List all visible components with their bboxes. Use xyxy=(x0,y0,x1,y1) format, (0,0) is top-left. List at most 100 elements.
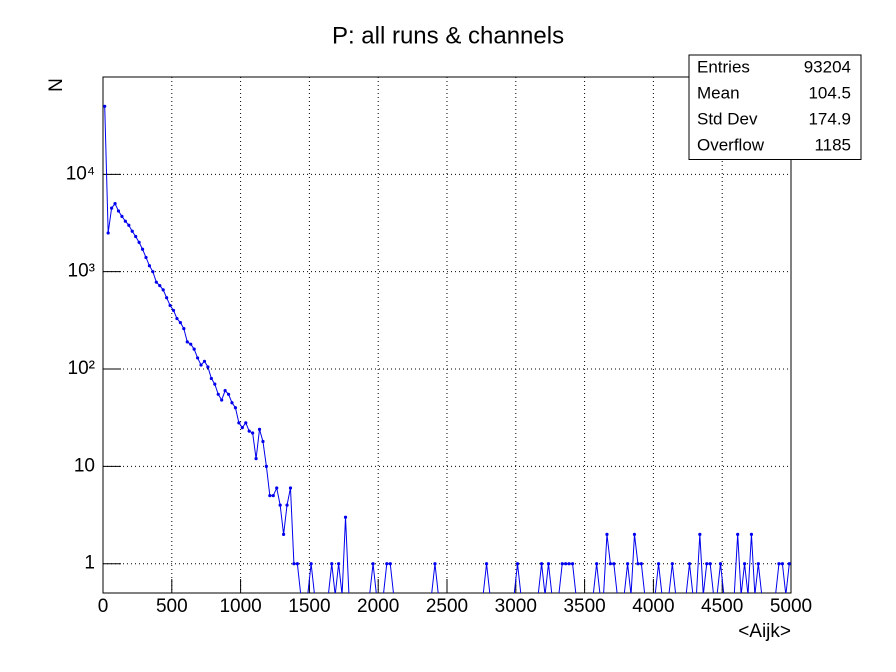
data-point xyxy=(546,562,551,566)
data-point xyxy=(742,562,747,566)
x-tick-label: 0 xyxy=(98,596,109,617)
data-point xyxy=(123,219,127,223)
data-point xyxy=(247,429,251,433)
data-point xyxy=(134,234,138,239)
x-tick-label: 500 xyxy=(156,596,188,617)
data-point xyxy=(484,562,489,566)
x-tick-label: 1500 xyxy=(288,596,330,617)
stats-value: 1185 xyxy=(814,135,851,154)
x-tick-label: 3000 xyxy=(495,596,537,617)
stats-value: 104.5 xyxy=(808,83,851,102)
data-point xyxy=(110,206,114,210)
data-point xyxy=(608,562,613,566)
data-point xyxy=(698,532,702,536)
y-tick-label: 10 xyxy=(74,455,95,476)
data-point xyxy=(777,562,781,566)
data-point xyxy=(130,229,134,233)
data-point xyxy=(749,532,754,536)
data-point xyxy=(564,562,568,566)
data-point xyxy=(182,327,186,331)
data-point xyxy=(220,398,224,402)
data-point xyxy=(330,562,334,566)
data-point xyxy=(295,562,299,566)
data-point xyxy=(154,280,158,284)
data-point xyxy=(103,104,107,108)
y-tick-label: 10² xyxy=(68,358,95,379)
data-point xyxy=(756,562,760,566)
stats-value: 174.9 xyxy=(808,109,851,128)
data-point xyxy=(216,392,220,396)
x-tick-label: 4500 xyxy=(701,596,743,617)
data-point xyxy=(189,342,193,346)
data-point xyxy=(106,231,110,235)
data-point xyxy=(264,464,268,468)
data-point xyxy=(570,562,575,566)
data-point xyxy=(595,562,599,566)
data-point xyxy=(388,562,392,566)
data-point xyxy=(168,303,172,308)
data-point xyxy=(199,363,203,367)
data-point xyxy=(639,562,643,566)
stats-value: 93204 xyxy=(804,57,851,76)
data-point xyxy=(560,562,564,566)
y-axis-label: N xyxy=(46,78,67,92)
data-point xyxy=(275,486,279,490)
data-point xyxy=(144,255,148,260)
data-point xyxy=(251,431,255,435)
data-point xyxy=(223,389,227,393)
data-point xyxy=(780,562,785,566)
y-tick-label: 10³ xyxy=(68,261,95,282)
data-point xyxy=(309,562,313,566)
data-point xyxy=(158,283,162,288)
x-tick-label: 5000 xyxy=(770,596,812,617)
x-tick-label: 4000 xyxy=(632,596,674,617)
data-point xyxy=(137,240,141,244)
data-point xyxy=(178,320,182,325)
stats-label: Overflow xyxy=(697,135,765,154)
data-point xyxy=(371,562,375,566)
stats-label: Std Dev xyxy=(697,109,758,128)
data-point xyxy=(632,532,637,536)
data-point xyxy=(385,562,389,566)
data-point xyxy=(282,532,286,536)
data-point xyxy=(254,457,258,461)
data-point xyxy=(257,427,262,431)
data-point xyxy=(271,494,275,498)
stats-box xyxy=(688,54,862,160)
data-point xyxy=(151,270,155,274)
data-point xyxy=(433,562,437,566)
y-tick-label: 1 xyxy=(84,553,95,574)
data-point xyxy=(165,296,169,300)
data-point xyxy=(185,340,189,344)
data-point xyxy=(116,209,121,213)
data-point xyxy=(120,214,124,218)
data-point xyxy=(196,356,200,360)
y-tick-label: 10⁴ xyxy=(66,163,95,184)
data-point xyxy=(540,562,544,566)
data-point xyxy=(656,562,661,566)
data-point xyxy=(605,532,609,536)
data-point xyxy=(175,316,179,321)
data-point xyxy=(612,562,616,566)
data-point xyxy=(237,421,241,425)
data-point xyxy=(244,421,248,425)
plot-frame xyxy=(102,76,792,594)
data-point xyxy=(736,532,740,536)
data-point xyxy=(192,347,196,351)
data-point xyxy=(787,562,791,566)
data-point xyxy=(226,392,231,396)
data-point xyxy=(708,562,712,566)
data-point xyxy=(202,359,207,363)
data-point xyxy=(687,562,692,566)
data-point xyxy=(626,562,630,566)
data-point xyxy=(268,494,272,498)
data-point xyxy=(233,406,238,410)
data-point xyxy=(705,562,709,566)
x-tick-label: 1000 xyxy=(219,596,261,617)
stats-label: Mean xyxy=(697,83,740,102)
x-axis-label: <Aijk> xyxy=(738,621,791,642)
data-point xyxy=(171,308,176,313)
data-point xyxy=(206,365,210,369)
